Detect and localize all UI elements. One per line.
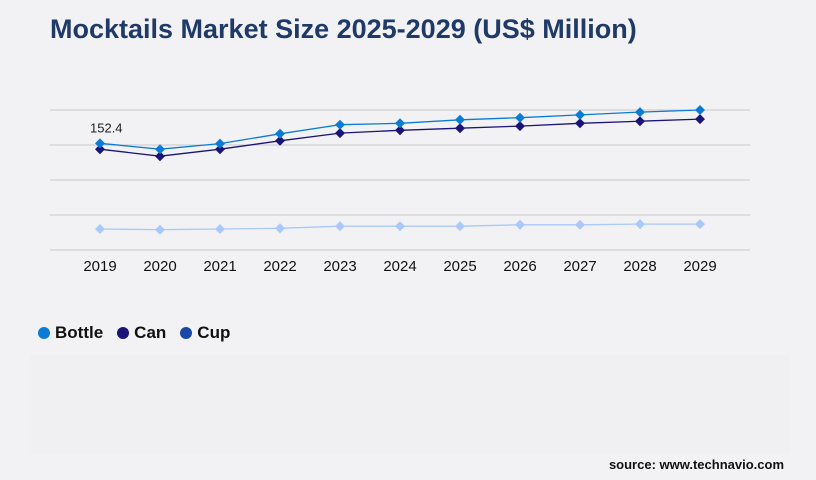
x-tick-label: 2028 xyxy=(623,258,656,275)
background-panel xyxy=(30,355,790,455)
legend-marker-icon xyxy=(180,327,193,339)
data-point-cup xyxy=(395,221,405,232)
data-point-bottle xyxy=(455,114,465,125)
data-point-bottle xyxy=(695,105,705,115)
data-point-cup xyxy=(695,219,705,230)
data-point-bottle xyxy=(395,118,405,129)
data-point-cup xyxy=(95,224,105,234)
data-point-can xyxy=(455,123,465,134)
x-tick-label: 2019 xyxy=(83,258,116,275)
data-point-bottle xyxy=(515,112,525,123)
x-tick-label: 2026 xyxy=(503,258,536,275)
x-tick-label: 2025 xyxy=(443,258,476,275)
legend: Bottle Can Cup xyxy=(38,323,230,343)
data-point-cup xyxy=(275,223,285,234)
legend-marker-icon xyxy=(117,327,130,339)
source-note: source: www.technavio.com xyxy=(608,457,784,472)
data-point-can xyxy=(395,125,405,136)
x-tick-label: 2020 xyxy=(143,258,176,275)
data-point-can xyxy=(155,151,165,162)
data-point-can xyxy=(215,144,225,155)
data-point-cup xyxy=(635,219,645,230)
x-tick-label: 2022 xyxy=(263,258,296,275)
x-tick-label: 2021 xyxy=(203,258,236,275)
data-point-bottle xyxy=(95,138,105,149)
x-tick-label: 2029 xyxy=(683,258,716,275)
data-point-bottle xyxy=(635,107,645,118)
data-label: 152.4 xyxy=(90,120,123,135)
legend-label: Bottle xyxy=(55,323,104,342)
legend-item-cup: Cup xyxy=(180,323,230,343)
data-point-cup xyxy=(335,221,345,232)
data-point-bottle xyxy=(575,109,585,120)
x-tick-label: 2027 xyxy=(563,258,596,275)
data-point-bottle xyxy=(215,138,225,149)
data-point-cup xyxy=(155,224,165,235)
legend-label: Can xyxy=(134,323,167,342)
chart-title: Mocktails Market Size 2025-2029 (US$ Mil… xyxy=(50,14,637,44)
data-point-cup xyxy=(575,219,585,230)
data-point-can xyxy=(515,121,525,132)
data-point-can xyxy=(335,128,345,139)
data-point-can xyxy=(275,135,285,146)
data-point-bottle xyxy=(275,128,285,139)
data-point-cup xyxy=(215,224,225,234)
x-tick-label: 2023 xyxy=(323,258,356,275)
legend-item-bottle: Bottle xyxy=(38,323,103,343)
data-point-can xyxy=(575,118,585,129)
legend-marker-icon xyxy=(38,327,50,339)
data-point-can xyxy=(635,116,645,127)
data-point-cup xyxy=(515,219,525,230)
data-point-bottle xyxy=(335,119,345,130)
x-tick-label: 2024 xyxy=(383,258,416,275)
data-point-can xyxy=(695,114,705,125)
legend-label: Cup xyxy=(197,323,231,342)
data-point-can xyxy=(95,144,105,155)
data-point-bottle xyxy=(155,144,165,155)
data-point-cup xyxy=(455,221,465,232)
legend-item-can: Can xyxy=(117,323,166,343)
